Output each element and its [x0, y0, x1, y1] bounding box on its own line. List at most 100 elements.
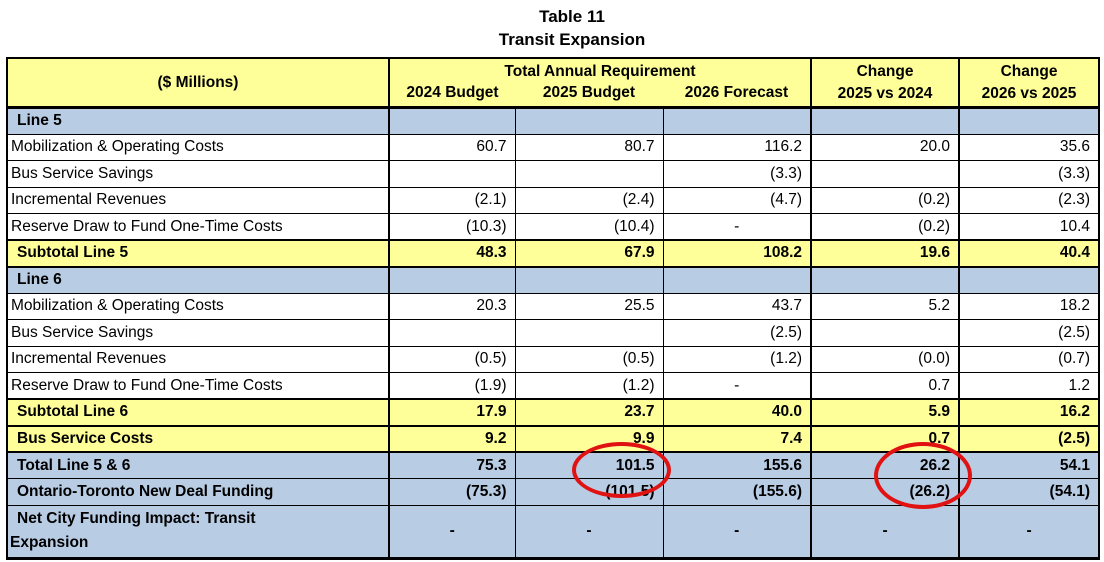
- table-row: Subtotal Line 6 17.9 23.7 40.0 5.9 16.2: [6, 398, 1100, 426]
- header-unit-label: ($ Millions): [6, 57, 390, 109]
- cell-change-2025-vs-2024: [810, 160, 960, 188]
- row-label-cell: Incremental Revenues: [6, 186, 390, 214]
- cell-2025-budget: [514, 107, 664, 135]
- cell-change-2025-vs-2024: [810, 319, 960, 347]
- row-label-cell: Reserve Draw to Fund One-Time Costs: [6, 372, 390, 400]
- cell-2024-budget: 20.3: [388, 292, 516, 320]
- change1-line1: Change: [856, 62, 914, 80]
- transit-expansion-table: ($ Millions) Total Annual Requirement 20…: [6, 57, 1101, 560]
- cell-change-2026-vs-2025: [958, 107, 1100, 135]
- cell-change-2025-vs-2024: -: [810, 504, 960, 559]
- cell-change-2026-vs-2025: 18.2: [958, 292, 1100, 320]
- table-row: Incremental Revenues (2.1) (2.4) (4.7) (…: [6, 186, 1100, 214]
- cell-2025-budget: 80.7: [514, 133, 664, 161]
- cell-2024-budget: (2.1): [388, 186, 516, 214]
- cell-change-2025-vs-2024: (0.0): [810, 345, 960, 373]
- table-title-line1: Table 11: [539, 7, 605, 26]
- cell-2024-budget: 9.2: [388, 424, 516, 453]
- row-label-cell: Net City Funding Impact: Transit Expansi…: [6, 504, 390, 559]
- cell-2024-budget: 17.9: [388, 398, 516, 426]
- cell-2024-budget: [388, 160, 516, 188]
- cell-change-2026-vs-2025: 54.1: [958, 451, 1100, 479]
- row-label-cell: Line 6: [6, 265, 390, 294]
- row-label-cell: Bus Service Costs: [6, 424, 390, 453]
- cell-change-2026-vs-2025: 40.4: [958, 239, 1100, 267]
- row-label: Net City Funding Impact: Transit Expansi…: [10, 510, 256, 551]
- cell-2024-budget: [388, 107, 516, 135]
- cell-2024-budget: 60.7: [388, 133, 516, 161]
- cell-change-2026-vs-2025: (2.5): [958, 319, 1100, 347]
- row-label: Reserve Draw to Fund One-Time Costs: [11, 376, 283, 394]
- table-row: Subtotal Line 5 48.3 67.9 108.2 19.6 40.…: [6, 239, 1100, 267]
- cell-change-2026-vs-2025: [958, 265, 1100, 294]
- change1-line2: 2025 vs 2024: [837, 84, 933, 102]
- row-label-cell: Mobilization & Operating Costs: [6, 133, 390, 161]
- header-col-2024-budget: 2024 Budget: [406, 84, 499, 101]
- cell-2026-forecast: 40.0: [662, 398, 812, 426]
- row-label-cell: Bus Service Savings: [6, 319, 390, 347]
- cell-2025-budget: 67.9: [514, 239, 664, 267]
- cell-change-2025-vs-2024: (26.2): [810, 478, 960, 506]
- table-row: Mobilization & Operating Costs 20.3 25.5…: [6, 292, 1100, 320]
- header-year-columns: 2024 Budget 2025 Budget 2026 Forecast: [391, 82, 810, 105]
- cell-change-2026-vs-2025: 16.2: [958, 398, 1100, 426]
- cell-change-2026-vs-2025: (2.5): [958, 424, 1100, 453]
- row-label-cell: Line 5: [6, 107, 390, 135]
- header-group-label: Total Annual Requirement: [504, 63, 696, 80]
- cell-2024-budget: [388, 319, 516, 347]
- cell-2026-forecast: 108.2: [662, 239, 812, 267]
- table-row: Bus Service Savings (3.3) (3.3): [6, 160, 1100, 188]
- cell-2024-budget: -: [388, 504, 516, 559]
- change2-line1: Change: [1000, 62, 1058, 80]
- cell-2024-budget: (0.5): [388, 345, 516, 373]
- cell-change-2025-vs-2024: 5.2: [810, 292, 960, 320]
- cell-change-2025-vs-2024: [810, 265, 960, 294]
- table-row: Line 5: [6, 107, 1100, 135]
- row-label: Reserve Draw to Fund One-Time Costs: [11, 217, 283, 235]
- row-label: Bus Service Savings: [11, 164, 154, 182]
- cell-2025-budget: [514, 319, 664, 347]
- cell-change-2025-vs-2024: 26.2: [810, 451, 960, 479]
- row-label: Ontario-Toronto New Deal Funding: [17, 482, 274, 500]
- table-row: Reserve Draw to Fund One-Time Costs (10.…: [6, 213, 1100, 241]
- header-group-total-annual-requirement: Total Annual Requirement 2024 Budget 202…: [387, 57, 812, 109]
- cell-change-2026-vs-2025: (3.3): [958, 160, 1100, 188]
- cell-change-2026-vs-2025: (2.3): [958, 186, 1100, 214]
- table-row: Reserve Draw to Fund One-Time Costs (1.9…: [6, 372, 1100, 400]
- table-row: Net City Funding Impact: Transit Expansi…: [6, 504, 1100, 559]
- table-row: Ontario-Toronto New Deal Funding (75.3) …: [6, 478, 1100, 506]
- row-label-cell: Subtotal Line 6: [6, 398, 390, 426]
- table-title: Table 11 Transit Expansion: [26, 5, 1104, 51]
- cell-change-2025-vs-2024: 0.7: [810, 372, 960, 400]
- cell-change-2025-vs-2024: [810, 107, 960, 135]
- row-label-cell: Incremental Revenues: [6, 345, 390, 373]
- cell-2025-budget: (101.5): [514, 478, 664, 506]
- row-label: Subtotal Line 5: [17, 244, 129, 262]
- table-row: Bus Service Costs 9.2 9.9 7.4 0.7 (2.5): [6, 424, 1100, 453]
- cell-change-2026-vs-2025: (0.7): [958, 345, 1100, 373]
- cell-change-2026-vs-2025: 10.4: [958, 213, 1100, 241]
- row-label: Incremental Revenues: [11, 191, 167, 209]
- row-label-cell: Reserve Draw to Fund One-Time Costs: [6, 213, 390, 241]
- cell-2025-budget: (2.4): [514, 186, 664, 214]
- cell-change-2025-vs-2024: 0.7: [810, 424, 960, 453]
- table-row: Incremental Revenues (0.5) (0.5) (1.2) (…: [6, 345, 1100, 373]
- cell-2026-forecast: -: [662, 504, 812, 559]
- row-label-cell: Ontario-Toronto New Deal Funding: [6, 478, 390, 506]
- table-row: Bus Service Savings (2.5) (2.5): [6, 319, 1100, 347]
- table-row: Mobilization & Operating Costs 60.7 80.7…: [6, 133, 1100, 161]
- cell-change-2026-vs-2025: 1.2: [958, 372, 1100, 400]
- row-label: Total Line 5 & 6: [17, 456, 131, 474]
- cell-change-2026-vs-2025: 35.6: [958, 133, 1100, 161]
- row-label-cell: Subtotal Line 5: [6, 239, 390, 267]
- cell-2026-forecast: 155.6: [662, 451, 812, 479]
- row-label: Line 6: [17, 271, 62, 288]
- table-row: Line 6: [6, 265, 1100, 294]
- header-col-change-2025-vs-2024: Change 2025 vs 2024: [810, 57, 960, 109]
- row-label: Line 5: [17, 112, 62, 130]
- table-row: Total Line 5 & 6 75.3 101.5 155.6 26.2 5…: [6, 451, 1100, 479]
- cell-2026-forecast: 116.2: [662, 133, 812, 161]
- cell-2026-forecast: (155.6): [662, 478, 812, 506]
- cell-2025-budget: [514, 160, 664, 188]
